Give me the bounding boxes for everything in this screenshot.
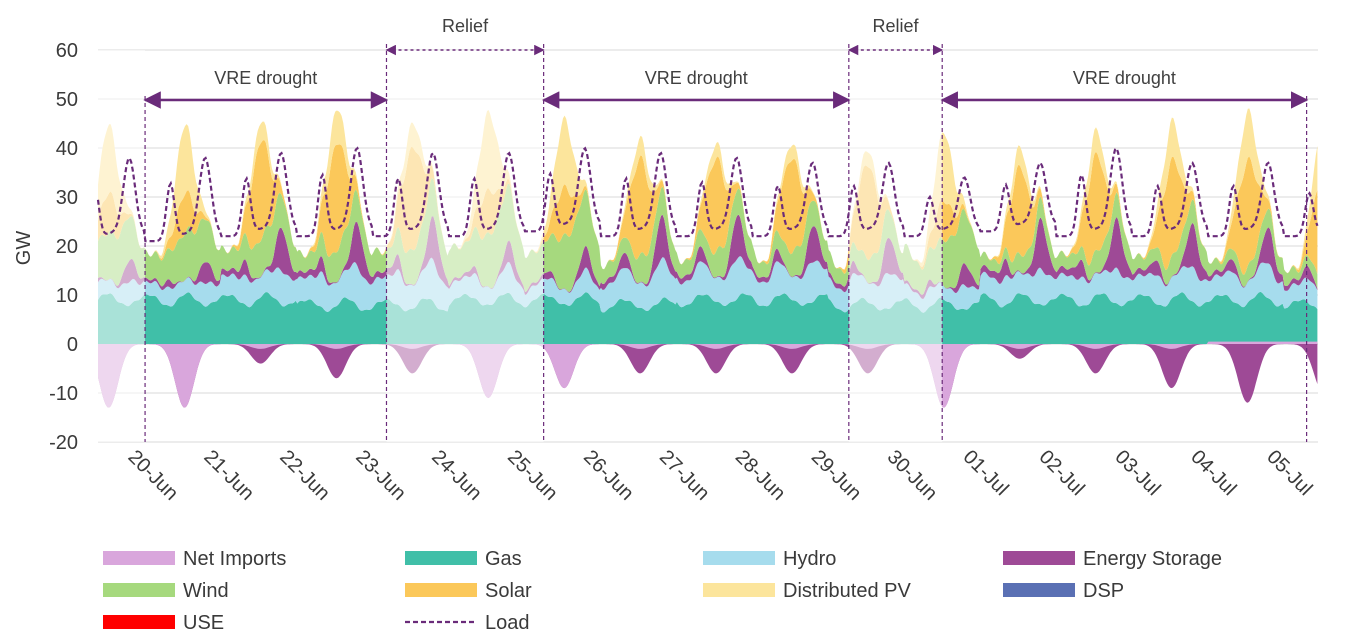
legend-label: Energy Storage [1083, 548, 1222, 570]
x-tick-label: 05-Jul [1262, 446, 1316, 500]
legend-label: Distributed PV [783, 580, 911, 602]
load-line-path [96, 146, 1319, 243]
legend: Net Imports Gas Hydro Energy Storage Wind Sol… [103, 548, 1222, 634]
x-tick-label: 04-Jul [1186, 446, 1240, 500]
legend-swatch-hydro [703, 551, 775, 565]
x-tick-label: 03-Jul [1110, 446, 1164, 500]
legend-swatch-wind [103, 583, 175, 597]
legend-swatch-use [103, 615, 175, 629]
x-tick-label: 20-Jun [124, 446, 183, 505]
period-label: VRE drought [1073, 68, 1176, 88]
x-tick-label: 21-Jun [199, 446, 258, 505]
y-tick-label: 50 [56, 89, 78, 111]
legend-label: Solar [485, 580, 532, 602]
y-tick-label: 20 [56, 236, 78, 258]
relief-overlay [98, 50, 943, 442]
legend-swatch-energy-storage [1003, 551, 1075, 565]
x-tick-label: 28-Jun [731, 446, 790, 505]
y-tick-label: 40 [56, 138, 78, 160]
x-tick-label: 01-Jul [959, 446, 1013, 500]
y-tick-label: 60 [56, 40, 78, 62]
y-tick-label: 30 [56, 187, 78, 209]
legend-label: Gas [485, 548, 522, 570]
legend-label: Net Imports [183, 548, 286, 570]
y-tick-label: -20 [49, 432, 78, 454]
relief-shade [848, 50, 943, 442]
area-energy-storage-charging [98, 344, 1318, 408]
y-tick-label: 10 [56, 285, 78, 307]
x-axis: 20-Jun 21-Jun 22-Jun 23-Jun 24-Jun 25-Jun 26-J… [124, 446, 1317, 505]
y-axis: 60 50 40 30 20 10 0 -10 -20 [49, 40, 78, 454]
load-line [96, 146, 1319, 243]
legend-label: USE [183, 612, 224, 634]
period-annotations: VRE drought Relief VRE drought Relief VRE dr… [143, 16, 1309, 442]
y-axis-label: GW [13, 231, 35, 266]
period-label: VRE drought [645, 68, 748, 88]
x-tick-label: 23-Jun [351, 446, 410, 505]
period-label: Relief [873, 16, 920, 36]
legend-label: DSP [1083, 580, 1124, 602]
legend-label: Wind [183, 580, 229, 602]
x-tick-label: 30-Jun [883, 446, 942, 505]
x-tick-label: 29-Jun [807, 446, 866, 505]
relief-shade [386, 50, 544, 442]
period-label: VRE drought [214, 68, 317, 88]
legend-swatch-gas [405, 551, 477, 565]
legend-swatch-distributed-pv [703, 583, 775, 597]
legend-label: Load [485, 612, 530, 634]
period-label: Relief [442, 16, 489, 36]
x-tick-label: 22-Jun [275, 446, 334, 505]
x-tick-label: 26-Jun [579, 446, 638, 505]
legend-swatch-dsp [1003, 583, 1075, 597]
y-tick-label: -10 [49, 383, 78, 405]
x-tick-label: 24-Jun [427, 446, 486, 505]
legend-swatch-net-imports [103, 551, 175, 565]
legend-swatch-solar [405, 583, 477, 597]
y-tick-label: 0 [67, 334, 78, 356]
pre-drought-shade [98, 50, 146, 442]
x-tick-label: 02-Jul [1035, 446, 1089, 500]
legend-label: Hydro [783, 548, 836, 570]
x-tick-label: 25-Jun [503, 446, 562, 505]
x-tick-label: 27-Jun [655, 446, 714, 505]
